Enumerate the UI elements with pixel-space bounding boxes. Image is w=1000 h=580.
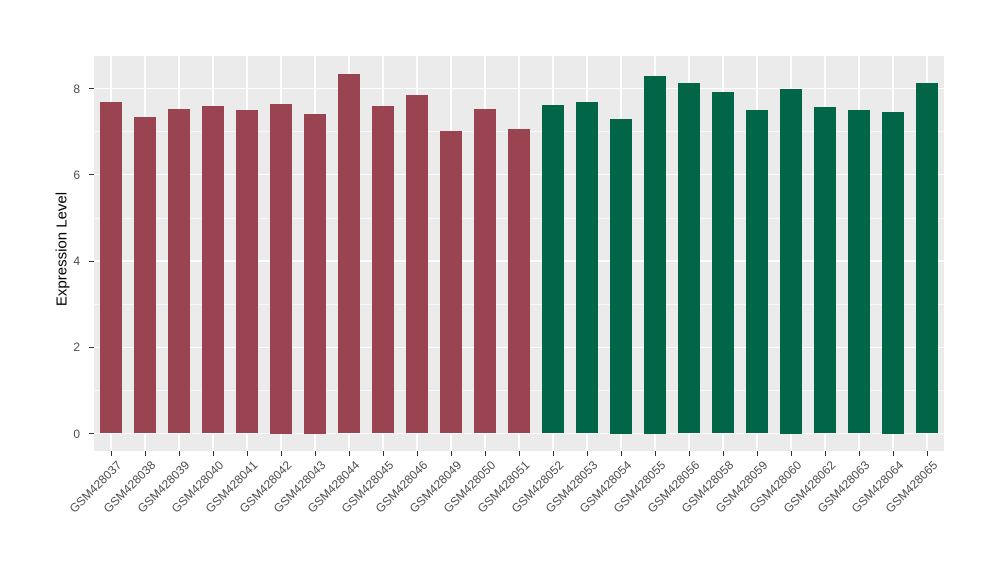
- x-tick-mark: [212, 451, 214, 456]
- y-tick-mark: [89, 346, 94, 348]
- y-tick-mark: [89, 260, 94, 262]
- x-tick-mark: [110, 451, 112, 456]
- x-tick-mark: [518, 451, 520, 456]
- x-tick-mark: [314, 451, 316, 456]
- x-tick-mark: [246, 451, 248, 456]
- bar-GSM428058: [712, 91, 734, 434]
- x-tick-mark: [280, 451, 282, 456]
- plot-panel: [94, 56, 944, 451]
- bar-GSM428051: [508, 129, 530, 434]
- bar-GSM428055: [644, 75, 666, 434]
- x-tick-mark: [790, 451, 792, 456]
- y-axis-title: Expression Level: [53, 191, 71, 307]
- bar-GSM428046: [406, 95, 428, 434]
- bar-GSM428042: [270, 103, 292, 434]
- bar-GSM428049: [440, 130, 462, 434]
- y-tick-label: 4: [73, 254, 80, 268]
- x-tick-mark: [586, 451, 588, 456]
- bar-GSM428054: [610, 118, 632, 434]
- bar-GSM428043: [304, 114, 326, 434]
- bar-GSM428053: [576, 102, 598, 434]
- y-tick-label: 2: [73, 340, 80, 355]
- x-tick-mark: [892, 451, 894, 456]
- x-tick-mark: [620, 451, 622, 456]
- bar-GSM428045: [372, 106, 394, 434]
- bar-GSM428040: [202, 106, 224, 434]
- bar-GSM428062: [814, 107, 836, 434]
- bar-GSM428059: [746, 110, 768, 434]
- x-tick-mark: [756, 451, 758, 456]
- bar-GSM428039: [168, 109, 190, 434]
- y-tick-mark: [89, 433, 94, 434]
- x-tick-mark: [416, 451, 418, 456]
- y-tick-mark: [89, 174, 94, 176]
- bar-GSM428056: [678, 82, 700, 434]
- bar-GSM428065: [916, 83, 938, 434]
- x-tick-mark: [552, 451, 554, 456]
- bar-GSM428063: [848, 109, 870, 434]
- y-tick-mark: [89, 88, 94, 89]
- bar-GSM428044: [338, 74, 360, 434]
- x-tick-mark: [722, 451, 724, 456]
- x-tick-mark: [450, 451, 452, 456]
- x-tick-mark: [858, 451, 860, 456]
- x-tick-mark: [688, 451, 690, 456]
- y-tick-label: 6: [73, 167, 80, 182]
- bar-GSM428052: [542, 104, 564, 434]
- bar-GSM428060: [780, 88, 802, 434]
- x-tick-mark: [144, 451, 146, 456]
- x-tick-mark: [824, 451, 826, 456]
- x-tick-mark: [382, 451, 384, 456]
- y-tick-label: 0: [73, 426, 80, 441]
- bar-GSM428064: [882, 112, 904, 434]
- x-tick-mark: [348, 451, 350, 456]
- x-tick-mark: [654, 451, 656, 456]
- x-tick-mark: [484, 451, 486, 456]
- y-tick-label: 8: [73, 81, 80, 96]
- x-tick-mark: [178, 451, 180, 456]
- bar-GSM428038: [134, 117, 156, 434]
- bar-GSM428041: [236, 110, 258, 434]
- bar-GSM428050: [474, 109, 496, 434]
- x-tick-mark: [926, 451, 928, 456]
- bar-GSM428037: [100, 101, 122, 434]
